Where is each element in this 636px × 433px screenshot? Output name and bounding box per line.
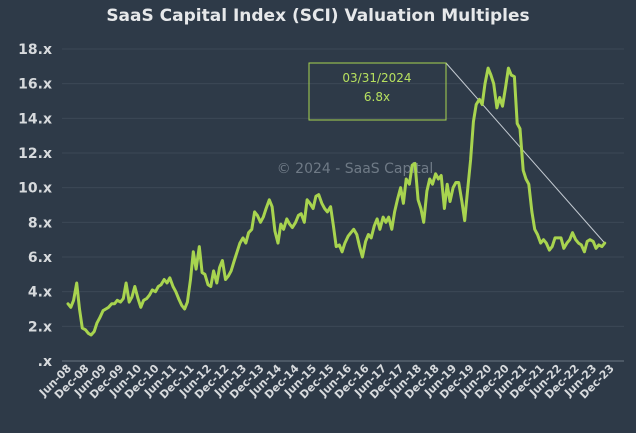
callout-value: 6.8x — [364, 90, 390, 104]
callout-box — [308, 62, 447, 121]
y-tick-label: .x — [38, 354, 52, 370]
y-tick-label: 14.x — [18, 111, 52, 127]
y-tick-label: 2.x — [28, 319, 52, 335]
y-tick-label: 18.x — [18, 42, 52, 58]
y-tick-label: 10.x — [18, 181, 52, 197]
y-tick-label: 12.x — [18, 146, 52, 162]
y-tick-label: 16.x — [18, 77, 52, 93]
y-tick-label: 6.x — [28, 250, 52, 266]
y-axis-ticks: .x 2.x 4.x 6.x 8.x 10.x 12.x 14.x 16.x 18.x — [18, 42, 52, 370]
callout-leader-line — [445, 62, 606, 244]
x-axis-ticks: Jun-08Dec-08Jun-09Dec-09Jun-10Dec-10Jun-… — [36, 362, 617, 402]
chart-title: SaaS Capital Index (SCI) Valuation Multi… — [106, 6, 530, 26]
series-line-sci — [66, 66, 607, 337]
y-gridlines — [62, 48, 624, 362]
y-tick-label: 4.x — [28, 285, 52, 301]
y-tick-label: 8.x — [28, 215, 52, 231]
callout-date: 03/31/2024 — [342, 71, 411, 85]
watermark: © 2024 - SaaS Capital — [277, 161, 434, 177]
